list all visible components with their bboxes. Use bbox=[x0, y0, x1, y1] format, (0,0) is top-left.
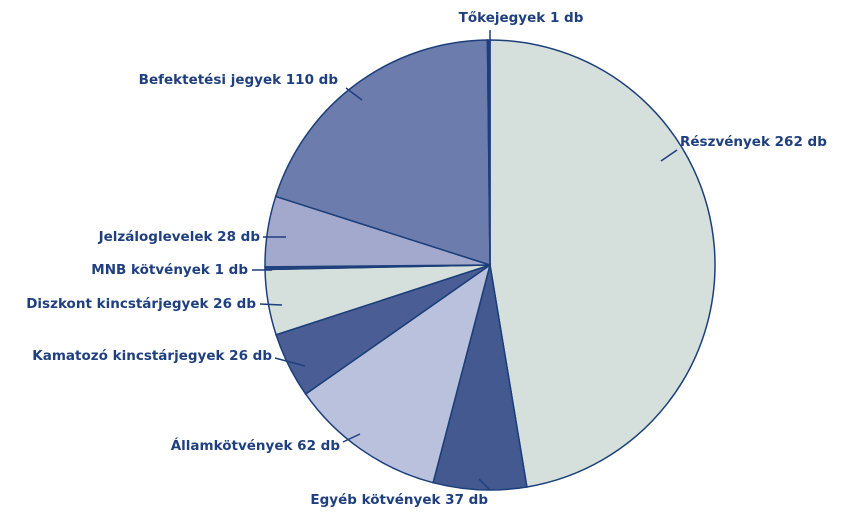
slice-category: MNB kötvények bbox=[91, 262, 211, 278]
slice-category: Befektetési jegyek bbox=[139, 72, 282, 88]
slice-label: Diszkont kincstárjegyek 26 db bbox=[26, 296, 256, 312]
slice-category: Államkötvények bbox=[171, 437, 294, 454]
slice-value: 62 db bbox=[297, 438, 340, 454]
leader-line bbox=[342, 433, 361, 443]
slice-value: 37 db bbox=[445, 492, 488, 508]
pie-slice bbox=[304, 263, 492, 484]
pie-slice bbox=[489, 39, 716, 488]
slice-category: Részvények bbox=[680, 134, 771, 150]
slice-value: 1 db bbox=[550, 10, 584, 26]
slice-label: Tőkejegyek 1 db bbox=[459, 10, 584, 26]
leader-line bbox=[478, 478, 491, 491]
slice-label: Egyéb kötvények 37 db bbox=[310, 492, 488, 508]
slice-label: MNB kötvények 1 db bbox=[91, 262, 248, 278]
slice-category: Kamatozó kincstárjegyek bbox=[32, 348, 225, 364]
slice-category: Jelzáloglevelek bbox=[98, 229, 214, 245]
pie-slice bbox=[274, 39, 491, 267]
slice-value: 28 db bbox=[217, 229, 260, 245]
slice-value: 262 db bbox=[775, 134, 828, 150]
slice-label: Befektetési jegyek 110 db bbox=[139, 72, 339, 88]
leader-line bbox=[345, 87, 363, 101]
slice-label: Jelzáloglevelek 28 db bbox=[98, 229, 261, 245]
slice-category: Egyéb kötvények bbox=[310, 492, 441, 508]
slice-label: Kamatozó kincstárjegyek 26 db bbox=[32, 348, 272, 364]
leader-line bbox=[274, 357, 306, 367]
slice-value: 1 db bbox=[215, 262, 249, 278]
slice-label: Államkötvények 62 db bbox=[171, 437, 341, 454]
slice-label: Részvények 262 db bbox=[680, 134, 827, 150]
slice-value: 26 db bbox=[229, 348, 272, 364]
slice-value: 26 db bbox=[213, 296, 256, 312]
slice-category: Tőkejegyek bbox=[459, 10, 547, 26]
leader-line bbox=[259, 303, 283, 306]
leader-line bbox=[660, 149, 678, 162]
slice-value: 110 db bbox=[286, 72, 339, 88]
slice-category: Diszkont kincstárjegyek bbox=[26, 296, 209, 312]
